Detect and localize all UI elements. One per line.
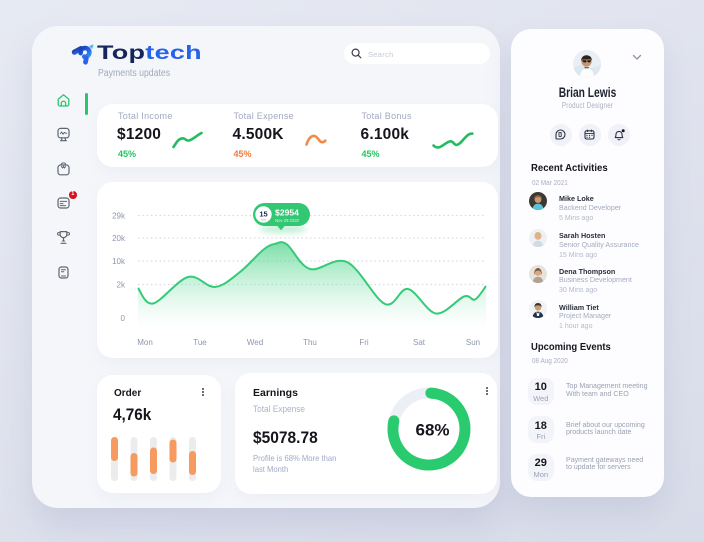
svg-text:$2954: $2954 <box>275 208 299 218</box>
svg-text:Mon: Mon <box>137 338 153 347</box>
svg-text:2k: 2k <box>117 281 126 290</box>
svg-text:10k: 10k <box>112 257 126 266</box>
svg-text:15: 15 <box>259 210 267 219</box>
svg-text:Wed: Wed <box>247 338 263 347</box>
svg-text:Tue: Tue <box>193 338 207 347</box>
svg-text:Fri: Fri <box>359 338 369 347</box>
svg-text:Thu: Thu <box>303 338 317 347</box>
svg-text:Nov 29 2020: Nov 29 2020 <box>275 218 299 223</box>
svg-text:29k: 29k <box>112 212 126 221</box>
svg-text:Sun: Sun <box>466 338 480 347</box>
svg-text:20k: 20k <box>112 234 126 243</box>
svg-text:Sat: Sat <box>413 338 426 347</box>
svg-text:Nov: Nov <box>261 218 267 222</box>
svg-text:0: 0 <box>121 314 126 323</box>
svg-text:68%: 68% <box>415 421 449 440</box>
